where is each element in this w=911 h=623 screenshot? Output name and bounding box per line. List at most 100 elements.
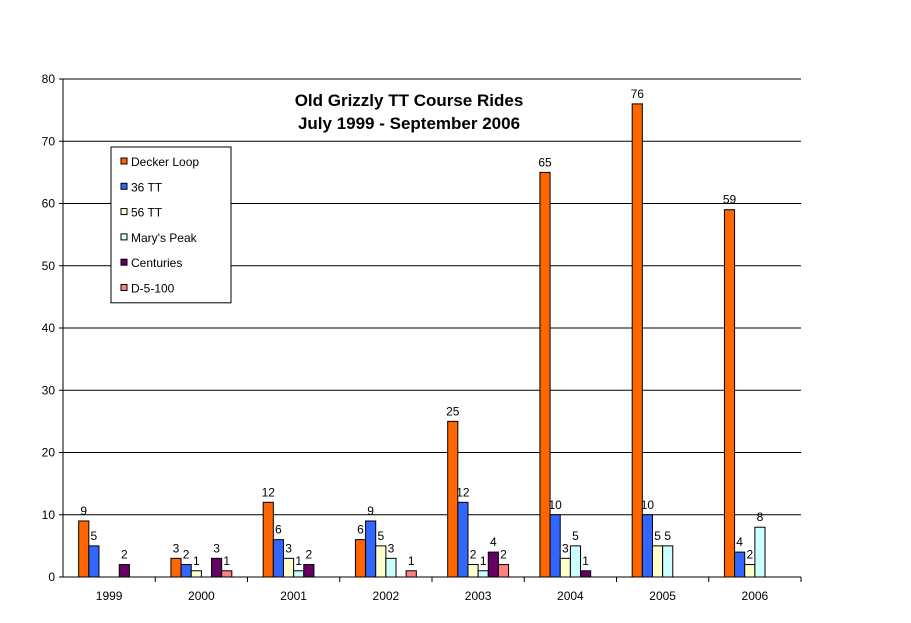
x-tick-label: 2005 [649, 589, 676, 603]
legend: Decker Loop 36 TT 56 TT Mary's Peak Centurie… [110, 146, 232, 304]
data-label: 2 [746, 548, 753, 562]
bar [211, 557, 223, 578]
x-tick-label: 2002 [373, 589, 400, 603]
data-label: 65 [538, 155, 552, 169]
x-tick-label: 2004 [557, 589, 584, 603]
legend-swatch [120, 182, 128, 190]
bar [303, 564, 315, 578]
bar [723, 209, 736, 578]
x-tick-label: 2003 [465, 589, 492, 603]
bar [365, 520, 377, 578]
data-label: 12 [262, 485, 276, 499]
data-label: 12 [456, 485, 470, 499]
bar [262, 501, 274, 578]
data-label: 2 [183, 548, 190, 562]
bars [78, 103, 766, 578]
legend-swatch [120, 208, 128, 216]
data-label: 2 [306, 548, 313, 562]
bar [477, 570, 489, 578]
y-tick-label: 10 [42, 508, 56, 522]
bar [487, 551, 499, 578]
bar [559, 557, 571, 578]
data-label: 4 [736, 535, 743, 549]
data-label: 3 [562, 541, 569, 555]
y-tick-label: 30 [42, 383, 56, 397]
legend-swatch [120, 284, 128, 291]
bar [754, 526, 766, 578]
bar [272, 539, 284, 578]
legend-swatch [120, 258, 128, 266]
x-tick-label: 1999 [96, 589, 123, 603]
legend-label: Centuries [131, 256, 182, 270]
legend-swatch [120, 157, 128, 165]
legend-label: Decker Loop [131, 155, 199, 169]
legend-label: 56 TT [131, 206, 163, 220]
bar [180, 564, 192, 578]
data-label: 1 [193, 554, 200, 568]
data-label: 6 [357, 523, 364, 537]
data-label: 10 [548, 498, 562, 512]
bar [467, 564, 479, 578]
data-label: 10 [641, 498, 655, 512]
data-label: 9 [367, 504, 374, 518]
bar [549, 514, 561, 578]
chart-title-line-2: July 1999 - September 2006 [298, 114, 520, 133]
data-label: 2 [500, 548, 507, 562]
bar [744, 564, 756, 578]
bar [569, 545, 582, 578]
y-tick-label: 40 [42, 321, 56, 335]
bar [385, 557, 397, 578]
y-tick-label: 80 [42, 72, 56, 86]
data-label: 1 [295, 554, 302, 568]
legend-swatch [120, 233, 128, 241]
bar [651, 545, 664, 578]
data-label: 2 [121, 548, 128, 562]
y-tick-label: 60 [42, 197, 56, 211]
data-label: 5 [377, 529, 384, 543]
y-tick-label: 0 [48, 570, 55, 584]
data-label: 1 [408, 554, 415, 568]
bar [662, 545, 674, 578]
y-tick-label: 20 [42, 446, 56, 460]
bar [405, 570, 417, 578]
y-axis-ticks: 0 10 20 30 40 50 60 70 80 [42, 72, 63, 584]
bar [457, 501, 469, 578]
chart-title-line-1: Old Grizzly TT Course Rides [295, 91, 524, 110]
x-axis-ticks: 1999 2000 2001 2002 2003 2004 2005 2006 [96, 577, 802, 603]
data-label: 3 [388, 541, 395, 555]
data-label: 1 [223, 554, 230, 568]
bar [78, 520, 90, 578]
data-label: 25 [446, 404, 460, 418]
data-label: 8 [757, 510, 764, 524]
bar [497, 564, 510, 578]
legend-label: Mary's Peak [131, 231, 198, 245]
data-label: 1 [480, 554, 487, 568]
data-label: 59 [723, 193, 737, 207]
bar [170, 557, 182, 578]
x-tick-label: 2001 [280, 589, 307, 603]
bar [190, 570, 202, 578]
data-label: 1 [582, 554, 589, 568]
bar [641, 514, 653, 578]
data-label: 3 [213, 541, 220, 555]
data-label: 5 [654, 529, 661, 543]
x-tick-label: 2006 [742, 589, 769, 603]
data-label: 3 [173, 541, 180, 555]
bar [734, 551, 746, 578]
bar [118, 564, 130, 578]
data-label: 76 [631, 87, 645, 101]
legend-label: D-5-100 [131, 282, 175, 296]
data-label: 5 [91, 529, 98, 543]
data-label: 6 [275, 523, 282, 537]
bar [375, 545, 387, 578]
bar [221, 570, 233, 578]
data-label: 2 [470, 548, 477, 562]
bar [580, 570, 592, 578]
data-label: 4 [490, 535, 497, 549]
data-label: 3 [285, 541, 292, 555]
legend-label: 36 TT [131, 180, 163, 194]
data-label: 5 [664, 529, 671, 543]
y-tick-label: 50 [42, 259, 56, 273]
